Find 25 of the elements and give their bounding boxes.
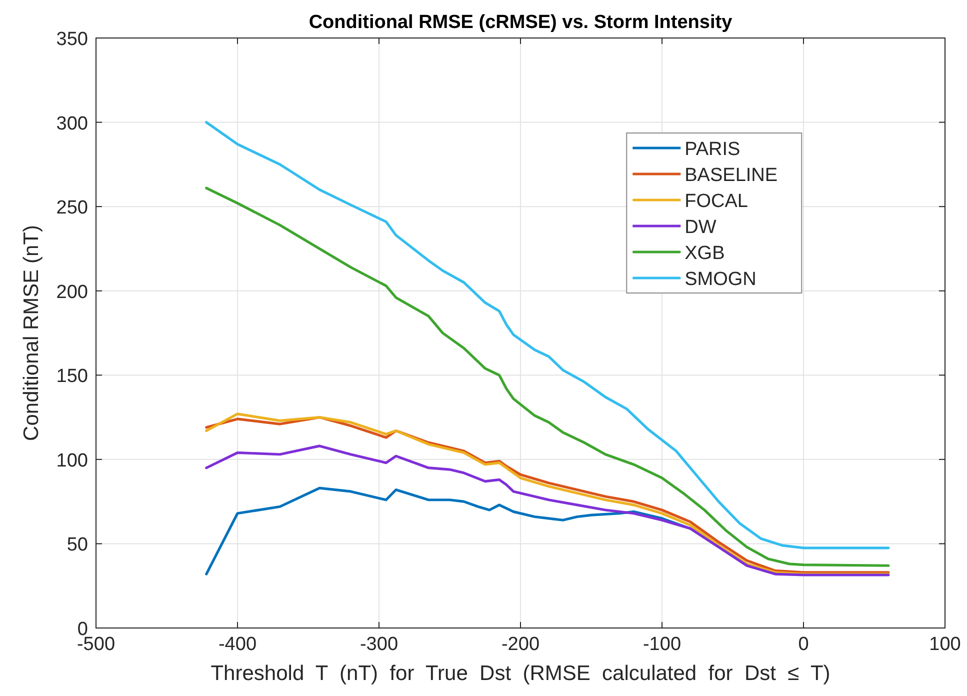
legend-label: FOCAL xyxy=(684,191,748,212)
x-tick-label: 0 xyxy=(798,634,809,655)
x-tick-label: -100 xyxy=(642,634,682,655)
x-tick-label: -200 xyxy=(501,634,540,655)
line-series xyxy=(205,186,890,567)
legend-label: PARIS xyxy=(684,139,740,160)
y-tick-label: 50 xyxy=(66,534,88,556)
legend-label: DW xyxy=(684,217,716,238)
x-tick-label: -400 xyxy=(218,634,257,655)
y-axis-title: Conditional RMSE (nT) xyxy=(20,225,43,441)
x-tick-label: -300 xyxy=(360,634,398,655)
legend-label: SMOGN xyxy=(684,269,756,290)
chart-title: Conditional RMSE (cRMSE) vs. Storm Intensity xyxy=(308,12,733,33)
legend-label: XGB xyxy=(684,243,725,264)
y-tick-label: 200 xyxy=(56,282,88,303)
legend-label: BASELINE xyxy=(684,165,778,186)
x-axis-title: Threshold T (nT) for True Dst (RMSE calculated for Dst ≤ T) xyxy=(210,662,830,685)
line-series xyxy=(205,444,890,576)
y-tick-label: 350 xyxy=(56,29,88,50)
y-tick-label: 250 xyxy=(56,198,88,219)
x-tick-label: 100 xyxy=(929,634,961,655)
y-tick-label: 100 xyxy=(56,450,88,472)
y-tick-label: 150 xyxy=(56,366,88,388)
y-tick-label: 300 xyxy=(56,113,88,134)
line-series xyxy=(205,120,890,550)
